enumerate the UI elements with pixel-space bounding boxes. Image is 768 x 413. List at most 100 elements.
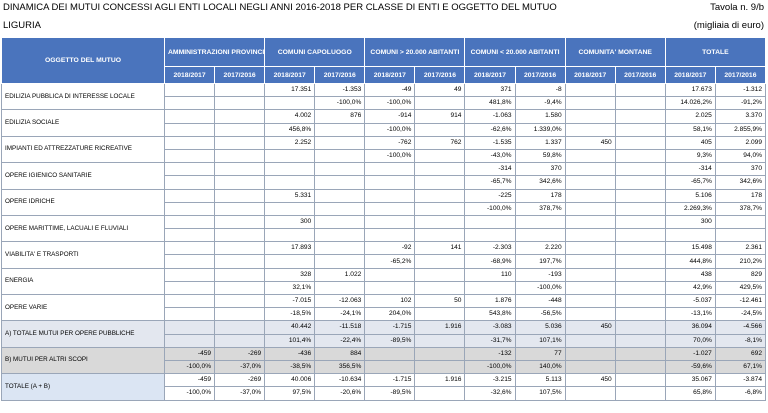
group-header: TOTALE: [664, 37, 767, 67]
table-cell: [314, 148, 366, 164]
table-cell: 2.220: [514, 241, 566, 256]
table-cell: [163, 293, 216, 309]
table-cell: -32,6%: [464, 386, 516, 401]
table-cell: 300: [264, 214, 316, 230]
period-header: 2018/2017: [564, 66, 616, 84]
table-cell: [163, 162, 216, 177]
table-cell: 32,1%: [264, 280, 316, 296]
table-cell: [564, 359, 616, 375]
table-cell: [714, 214, 767, 230]
table-cell: [314, 241, 366, 256]
table-cell: [564, 188, 616, 203]
table-cell: [163, 201, 216, 216]
table-cell: 58,1%: [664, 122, 716, 137]
table-row: ENERGIA 328 1.022 110 -193 438 829: [1, 267, 767, 296]
table-cell: -1.715: [364, 320, 416, 335]
group-header: COMUNI CAPOLUOGO: [264, 37, 366, 67]
table-cell: -18,5%: [264, 307, 316, 322]
table-cell: 914: [414, 109, 466, 124]
table-cell: 5.331: [264, 188, 316, 203]
table-cell: -100,0%: [364, 122, 416, 137]
table-row: -18,5% -24,1% 204,0% 543,8% -56,5% -13,1% -24,…: [2, 307, 767, 322]
table-cell: 50: [414, 293, 466, 309]
table-cell: [414, 228, 466, 243]
table-cell: 876: [314, 109, 366, 124]
table-cell: [564, 214, 616, 230]
table-row: TOTALE (A + B) -459 -269 40.006 -10.634 -1.71…: [1, 373, 767, 401]
period-header: 2018/2017: [664, 66, 716, 84]
table-cell: -12.461: [714, 293, 767, 309]
row-label: OPERE IGIENICO SANITARIE: [1, 162, 165, 190]
table-cell: -5.037: [664, 293, 716, 309]
table-cell: 97,5%: [264, 386, 316, 401]
table-cell: [614, 307, 666, 322]
table-cell: -37,0%: [214, 386, 266, 401]
table-cell: [564, 280, 616, 296]
table-cell: -100,0%: [364, 148, 416, 164]
table-cell: [314, 254, 366, 269]
table-cell: [364, 359, 416, 375]
table-cell: -225: [464, 188, 516, 203]
table-cell: [364, 267, 416, 282]
table-cell: [214, 280, 266, 296]
table-cell: 178: [514, 188, 566, 203]
table-cell: [564, 122, 616, 137]
table-cell: [214, 188, 266, 203]
row-label: VIABILITA' E TRASPORTI: [1, 241, 165, 269]
table-cell: 49: [414, 82, 466, 98]
table-cell: -193: [514, 267, 566, 282]
table-cell: [163, 214, 216, 230]
table-cell: 77: [514, 346, 566, 361]
table-cell: [564, 267, 616, 282]
table-cell: [414, 201, 466, 216]
table-cell: 3.370: [714, 109, 767, 124]
row-label: ENERGIA: [1, 267, 165, 296]
table-cell: 450: [564, 373, 616, 388]
table-cell: 1.916: [414, 320, 466, 335]
table-cell: 405: [664, 135, 716, 150]
table-row: VIABILITA' E TRASPORTI 17.893 -92 141 -2.303…: [1, 241, 767, 269]
period-header: 2017/2016: [614, 66, 666, 84]
table-cell: -459: [163, 373, 216, 388]
table-cell: [163, 82, 216, 98]
table-cell: 141: [414, 241, 466, 256]
table-cell: 370: [714, 162, 767, 177]
table-cell: [264, 175, 316, 190]
table-cell: 5.106: [664, 188, 716, 203]
table-cell: 140,0%: [514, 359, 566, 375]
table-cell: [264, 254, 316, 269]
table-cell: [364, 280, 416, 296]
table-cell: [214, 214, 266, 230]
table-cell: -1.715: [364, 373, 416, 388]
table-cell: -3.215: [464, 373, 516, 388]
table-cell: 2.099: [714, 135, 767, 150]
column-header: OGGETTO DEL MUTUO: [1, 37, 165, 84]
table-cell: [314, 188, 366, 203]
table-cell: [564, 307, 616, 322]
table-row: EDILIZIA PUBBLICA DI INTERESSE LOCALE 17.…: [1, 82, 767, 111]
table-cell: [214, 307, 266, 322]
table-cell: [364, 188, 416, 203]
table-cell: [214, 122, 266, 137]
table-cell: [364, 162, 416, 177]
table-cell: [414, 162, 466, 177]
table-cell: -100,0%: [364, 96, 416, 111]
table-cell: 1.337: [514, 135, 566, 150]
table-cell: 70,0%: [664, 333, 716, 348]
group-header: COMUNI < 20.000 ABITANTI: [464, 37, 566, 67]
row-label: TOTALE (A + B): [1, 373, 165, 401]
table-row: IMPIANTI ED ATTREZZATURE RICREATIVE 2.252…: [1, 135, 767, 164]
table-cell: -9,4%: [514, 96, 566, 111]
table-cell: [464, 228, 516, 243]
table-cell: -914: [364, 109, 416, 124]
table-cell: 378,7%: [714, 201, 767, 216]
group-header: COMUNI > 20.000 ABITANTI: [364, 37, 466, 67]
table-cell: [163, 135, 216, 150]
table-cell: 94,0%: [714, 148, 767, 164]
table-cell: 450: [564, 320, 616, 335]
table-row: -100,0% -43,0% 59,8% 9,3% 94,0%: [2, 148, 767, 164]
table-cell: [214, 96, 266, 111]
table-row: OPERE IGIENICO SANITARIE -314 370 -314 370: [1, 162, 767, 190]
table-cell: [614, 82, 666, 98]
period-header: 2017/2016: [514, 66, 566, 84]
